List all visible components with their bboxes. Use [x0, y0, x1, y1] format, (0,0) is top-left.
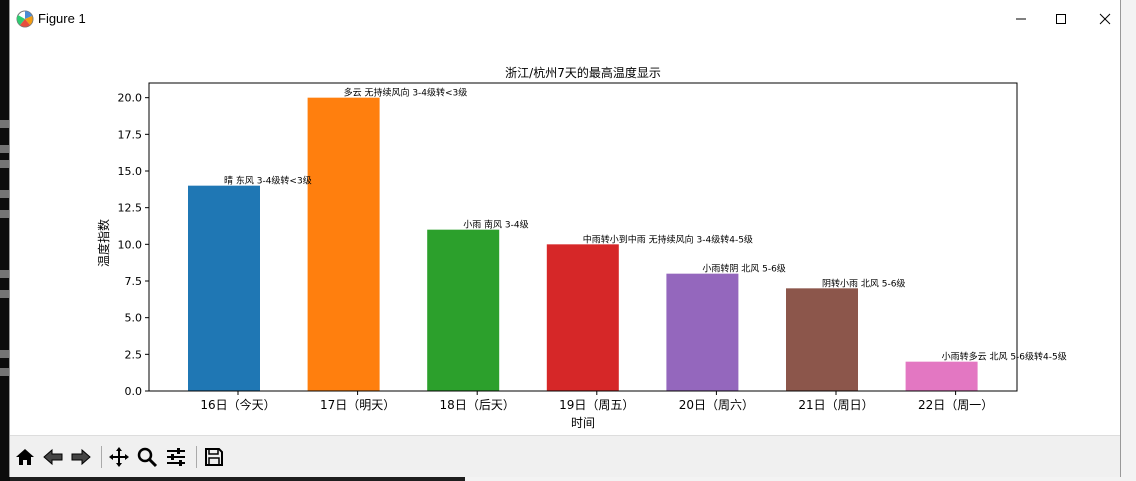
close-button[interactable] [1082, 0, 1128, 38]
figure-window: Figure 1 浙江/杭州7天的最高温度显示 温度指数 时间 0.0 2.5 5.… [10, 0, 1120, 477]
bar [427, 229, 500, 391]
y-tick-label: 10.0 [118, 238, 143, 251]
bar-annotation: 小雨转阴 北风 5-6级 [702, 263, 785, 275]
x-tick-label: 18日（后天） [440, 398, 515, 412]
close-icon [1099, 13, 1111, 25]
y-tick-label: 12.5 [118, 202, 143, 215]
y-tick-label: 17.5 [118, 128, 143, 141]
bar [546, 244, 619, 391]
back-arrow-icon [43, 448, 63, 466]
maximize-button[interactable] [1038, 0, 1084, 38]
configure-subplots-button[interactable] [163, 444, 189, 470]
forward-arrow-icon [71, 448, 91, 466]
bar [666, 273, 739, 391]
home-icon [16, 449, 34, 465]
bar-annotation: 小雨转多云 北风 5-6级转4-5级 [942, 351, 1067, 363]
x-tick-label: 22日（周一） [918, 398, 993, 412]
x-tick-label: 21日（周日） [798, 398, 873, 412]
plot-frame [148, 82, 1018, 392]
window-title: Figure 1 [38, 11, 86, 26]
bar-annotation: 晴 东风 3-4级转<3级 [224, 175, 312, 187]
matplotlib-app-icon [16, 10, 34, 28]
y-tick-label: 5.0 [125, 312, 143, 325]
y-axis-label: 温度指数 [96, 219, 111, 267]
bar-annotation: 小雨 南风 3-4级 [463, 219, 528, 231]
title-bar: Figure 1 [10, 0, 1120, 38]
bar-annotation: 阴转小雨 北风 5-6级 [822, 277, 905, 289]
toolbar-separator [101, 446, 102, 468]
background-terminal [0, 0, 10, 481]
zoom-button[interactable] [134, 444, 160, 470]
maximize-icon [1056, 14, 1066, 24]
x-tick-label: 19日（周五） [559, 398, 634, 412]
bar [188, 185, 260, 391]
background-explorer-bottom [465, 476, 1136, 481]
y-tick-label: 15.0 [118, 165, 143, 178]
y-tick-label: 20.0 [118, 92, 143, 105]
figure-canvas[interactable]: 浙江/杭州7天的最高温度显示 温度指数 时间 0.0 2.5 5.0 7.5 10.0 1… [10, 38, 1120, 435]
pan-icon [109, 447, 129, 467]
home-button[interactable] [12, 444, 38, 470]
zoom-icon [137, 447, 158, 468]
save-icon [205, 448, 223, 466]
bar-annotation: 中雨转小到中雨 无持续风向 3-4级转4-5级 [583, 233, 753, 245]
forward-button[interactable] [68, 444, 94, 470]
x-tick-label: 20日（周六） [679, 398, 754, 412]
configure-icon [167, 448, 185, 466]
minimize-button[interactable] [998, 0, 1044, 38]
bar-annotation: 多云 无持续风向 3-4级转<3级 [344, 87, 468, 99]
y-tick-label: 7.5 [125, 275, 143, 288]
bar-chart: 浙江/杭州7天的最高温度显示 温度指数 时间 0.0 2.5 5.0 7.5 10.0 1… [96, 65, 1067, 430]
pan-button[interactable] [106, 444, 132, 470]
y-tick-label: 2.5 [125, 348, 143, 361]
x-axis-label: 时间 [571, 416, 595, 430]
y-tick-label: 0.0 [125, 385, 143, 398]
toolbar-separator [196, 446, 197, 468]
chart-title: 浙江/杭州7天的最高温度显示 [505, 65, 661, 80]
x-tick-label: 16日（今天） [200, 397, 275, 412]
navigation-toolbar [10, 435, 1120, 477]
bar [905, 361, 978, 391]
save-button[interactable] [201, 444, 227, 470]
bar [786, 288, 858, 391]
bar [307, 97, 380, 391]
background-explorer-side [1120, 0, 1136, 481]
minimize-icon [1016, 18, 1026, 20]
x-tick-label: 17日（明天） [320, 398, 395, 412]
back-button[interactable] [40, 444, 66, 470]
